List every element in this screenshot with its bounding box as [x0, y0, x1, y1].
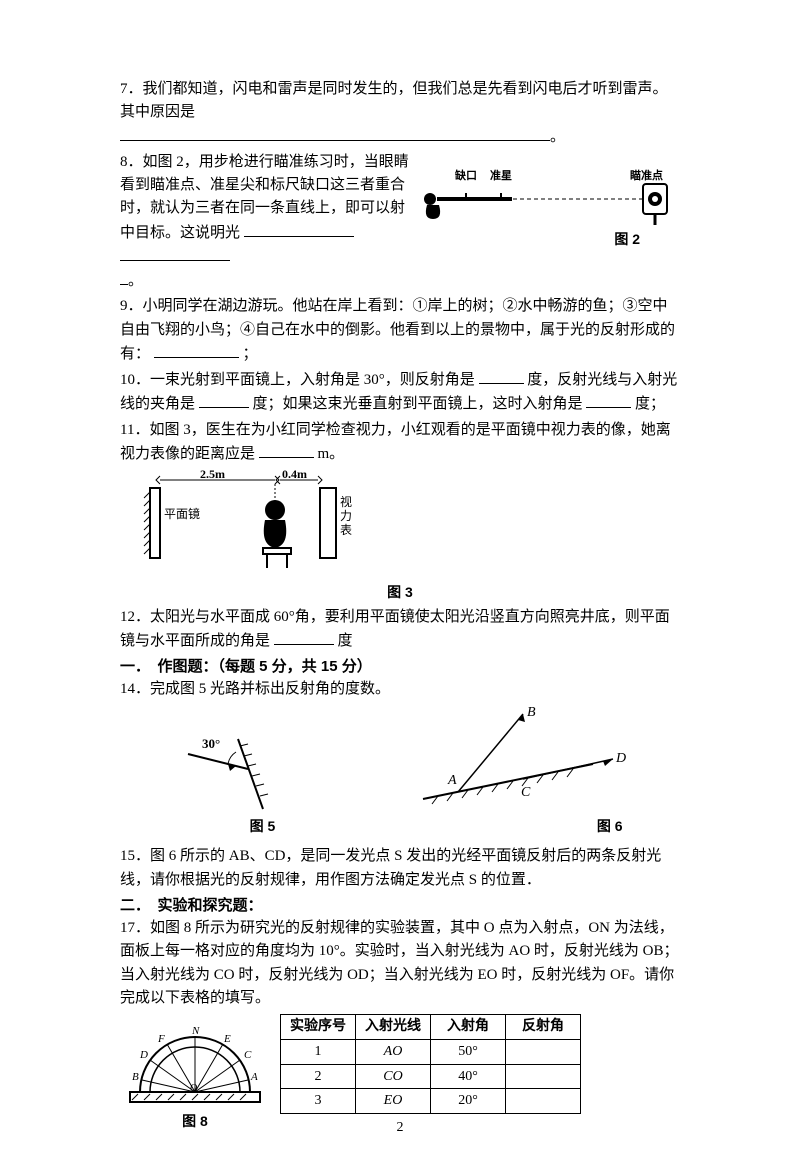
sec1-title: 一． 作图题：（每题 5 分，共 15 分）	[120, 655, 680, 678]
lblC: C	[521, 785, 531, 800]
q7-blank	[120, 125, 550, 141]
q17: 17．如图 8 所示为研究光的反射规律的实验装置，其中 O 点为入射点，ON 为…	[120, 917, 680, 1010]
th-2: 入射角	[431, 1015, 506, 1040]
fig2-label: 图 2	[415, 229, 680, 251]
q10-b2	[199, 392, 249, 408]
q9-tail: ；	[243, 346, 258, 362]
fig5-svg: 30°	[168, 734, 308, 814]
q15-text: 15．图 6 所示的 AB、CD，是同一发光点 S 发出的光经平面镜反射后的两条…	[120, 848, 661, 887]
fig3-label: 图 3	[120, 582, 680, 604]
lblB: B	[527, 705, 536, 720]
q10: 10．一束光射到平面镜上，入射角是 30°，则反射角是 度，反射光线与入射光线的…	[120, 368, 680, 417]
fig5-box: 30° 图 5	[168, 734, 308, 838]
fig2-annot2: 准星	[490, 169, 512, 182]
q8-blank3	[120, 269, 128, 285]
table-header-row: 实验序号 入射光线 入射角 反射角	[281, 1015, 581, 1040]
lblA2: A	[250, 1071, 258, 1083]
fig6-svg: A B C D	[403, 704, 633, 814]
fig3-d2: 0.4m	[282, 470, 307, 481]
q11-text: 11．如图 3，医生在为小红同学检查视力，小红观看的是平面镜中视力表的像，她离视…	[120, 422, 671, 462]
lblN2: N	[191, 1025, 200, 1037]
td: 2	[281, 1064, 356, 1089]
fig56-row: 30° 图 5 A B C	[120, 704, 680, 838]
fig3-chart-l2: 力	[340, 509, 352, 523]
exp-table: 实验序号 入射光线 入射角 反射角 1 AO 50° 2 CO 40° 3 EO…	[280, 1014, 581, 1114]
lblC2: C	[244, 1049, 252, 1061]
q7-text: 7．我们都知道，闪电和雷声是同时发生的，但我们总是先看到闪电后才听到雷声。其中原…	[120, 81, 668, 120]
q9-blank	[154, 342, 239, 358]
q10-u3: 度；	[635, 396, 665, 412]
fig3-mirror: 平面镜	[164, 506, 200, 521]
th-0: 实验序号	[281, 1015, 356, 1040]
fig2-annot3: 瞄准点	[630, 169, 663, 182]
fig3-d1: 2.5m	[200, 470, 225, 481]
td	[506, 1089, 581, 1114]
td: 50°	[431, 1039, 506, 1064]
lblD2: D	[139, 1049, 148, 1061]
sec2-title: 二． 实验和探究题：	[120, 894, 680, 917]
lblF2: F	[157, 1033, 165, 1045]
q12-blank	[274, 629, 334, 645]
table-row: 2 CO 40°	[281, 1064, 581, 1089]
fig8-svg: N F E D C B A O	[120, 1014, 270, 1109]
td: 40°	[431, 1064, 506, 1089]
fig3-chart-l3: 表	[340, 523, 352, 537]
fig3-svg: 2.5m 0.4m 平面镜 视 力 表	[120, 470, 360, 580]
lblD: D	[615, 751, 626, 766]
q11-blank	[259, 442, 314, 458]
q8-blank2	[120, 245, 230, 261]
fig2-box: 缺口 准星 瞄准点 图 2	[415, 169, 680, 251]
q8-blank1	[244, 221, 354, 237]
td: 3	[281, 1089, 356, 1114]
q7: 7．我们都知道，闪电和雷声是同时发生的，但我们总是先看到闪电后才听到雷声。其中原…	[120, 78, 680, 149]
q12-unit: 度	[338, 633, 353, 649]
q9: 9．小明同学在湖边游玩。他站在岸上看到：①岸上的树；②水中畅游的鱼；③空中自由飞…	[120, 295, 680, 366]
q10-b1	[479, 368, 524, 384]
q15: 15．图 6 所示的 AB、CD，是同一发光点 S 发出的光经平面镜反射后的两条…	[120, 845, 680, 892]
th-1: 入射光线	[356, 1015, 431, 1040]
q12: 12．太阳光与水平面成 60°角，要利用平面镜使太阳光沿竖直方向照亮井底，则平面…	[120, 606, 680, 654]
fig5-label: 图 5	[218, 816, 308, 838]
lblE2: E	[223, 1033, 231, 1045]
fig6-box: A B C D 图 6	[403, 704, 633, 838]
fig3-chart-l1: 视	[340, 494, 352, 509]
lblB2: B	[132, 1071, 139, 1083]
fig8-box: N F E D C B A O 图 8	[120, 1014, 270, 1133]
q11-unit: m。	[318, 446, 345, 462]
td: 20°	[431, 1089, 506, 1114]
page-number: 2	[0, 1117, 800, 1139]
th-3: 反射角	[506, 1015, 581, 1040]
lblO2: O	[190, 1083, 197, 1094]
table-row: 3 EO 20°	[281, 1089, 581, 1114]
fig8-row: N F E D C B A O 图 8 实验序号 入射光线 入射角 反射角 1 …	[120, 1014, 680, 1133]
td: 1	[281, 1039, 356, 1064]
fig6-label: 图 6	[403, 816, 623, 838]
q14-text: 14．完成图 5 光路并标出反射角的度数。	[120, 678, 680, 701]
table-row: 1 AO 50°	[281, 1039, 581, 1064]
q8-row: 8．如图 2，用步枪进行瞄准练习时，当眼睛看到瞄准点、准星尖和标尺缺口这三者重合…	[120, 151, 680, 296]
q10-p1: 10．一束光射到平面镜上，入射角是 30°，则反射角是	[120, 372, 475, 388]
fig3-box: 2.5m 0.4m 平面镜 视 力 表 图 3	[120, 470, 680, 604]
fig2-svg: 缺口 准星 瞄准点	[415, 169, 675, 227]
page: 7．我们都知道，闪电和雷声是同时发生的，但我们总是先看到闪电后才听到雷声。其中原…	[0, 0, 800, 1163]
td: AO	[356, 1039, 431, 1064]
td	[506, 1064, 581, 1089]
td: CO	[356, 1064, 431, 1089]
fig2-annot1: 缺口	[454, 169, 477, 182]
td	[506, 1039, 581, 1064]
lblA: A	[447, 773, 457, 788]
q10-u2: 度；如果这束光垂直射到平面镜上，这时入射角是	[253, 396, 583, 412]
q8-text-col: 8．如图 2，用步枪进行瞄准练习时，当眼睛看到瞄准点、准星尖和标尺缺口这三者重合…	[120, 151, 415, 296]
q11: 11．如图 3，医生在为小红同学检查视力，小红观看的是平面镜中视力表的像，她离视…	[120, 419, 680, 467]
q12-text: 12．太阳光与水平面成 60°角，要利用平面镜使太阳光沿竖直方向照亮井底，则平面…	[120, 609, 670, 649]
fig5-angle: 30°	[202, 736, 220, 751]
td: EO	[356, 1089, 431, 1114]
q10-b3	[586, 392, 631, 408]
